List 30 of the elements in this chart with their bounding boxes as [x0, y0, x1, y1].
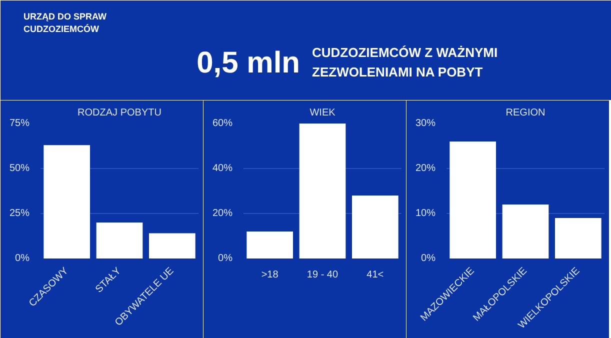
y-tick-label: 50%: [9, 163, 30, 174]
y-tick-label: 20%: [212, 208, 233, 219]
text: CUDZOZIEMCÓW Z WAŻNYMI ZEZWOLENIAMI NA POBYT: [312, 44, 498, 80]
bar: [450, 142, 496, 258]
bar: [148, 233, 196, 258]
y-tick-label: 10%: [415, 208, 436, 219]
y-tick-label: 0%: [218, 253, 233, 264]
y-tick-label: 30%: [415, 118, 436, 129]
text: URZĄD DO SPRAW CUDZOZIEMCÓW: [24, 11, 108, 34]
chart-title: RODZAJ POBYTU: [78, 108, 162, 118]
y-tick-label: 0%: [15, 253, 30, 264]
bar: [299, 124, 346, 258]
bar: [96, 222, 143, 258]
bar: [502, 204, 549, 258]
y-tick-label: 75%: [9, 118, 30, 129]
y-tick-label: 20%: [415, 163, 436, 174]
chart-title: REGION: [506, 108, 546, 118]
y-tick-label: 0%: [421, 253, 436, 264]
x-tick-label: 41<: [366, 270, 384, 280]
text: 0,5 mln: [196, 46, 300, 80]
y-tick-label: 25%: [9, 208, 30, 219]
bar: [246, 232, 294, 258]
x-tick-label: 19 - 40: [306, 270, 339, 280]
y-tick-label: 60%: [212, 118, 233, 129]
bar: [554, 218, 602, 258]
y-tick-label: 40%: [212, 163, 233, 174]
bar: [352, 196, 398, 258]
chart-title: WIEK: [310, 108, 336, 118]
x-tick-label: >18: [261, 270, 279, 280]
bar: [44, 145, 90, 258]
